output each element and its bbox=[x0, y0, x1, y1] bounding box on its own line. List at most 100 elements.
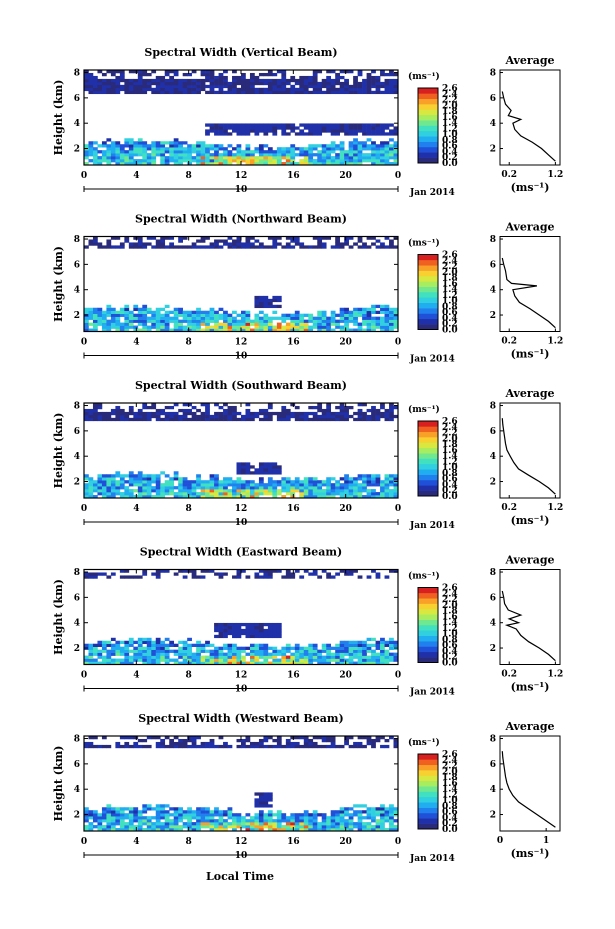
heatmap-cell bbox=[146, 307, 152, 312]
heatmap-cell bbox=[267, 813, 273, 817]
heatmap-cell bbox=[155, 816, 161, 820]
heatmap-cell bbox=[312, 132, 318, 136]
colorbar-unit-label: (ms⁻¹) bbox=[408, 571, 440, 582]
heatmap-cell bbox=[362, 307, 367, 312]
heatmap-cell bbox=[330, 310, 336, 314]
heatmap-cell bbox=[326, 159, 332, 163]
heatmap-cell bbox=[164, 483, 170, 487]
heatmap-cell bbox=[339, 70, 345, 74]
heatmap-cell bbox=[294, 646, 300, 650]
heatmap-cell bbox=[326, 822, 332, 826]
heatmap-cell bbox=[321, 828, 327, 832]
heatmap-cell bbox=[276, 468, 282, 472]
colorbar-segment bbox=[418, 479, 438, 486]
heatmap-cell bbox=[312, 162, 318, 166]
heatmap-cell bbox=[133, 744, 139, 749]
heatmap-cell bbox=[223, 310, 228, 314]
heatmap-cell bbox=[137, 408, 143, 413]
heatmap-cell bbox=[200, 144, 206, 148]
heatmap-cell bbox=[366, 144, 372, 148]
heatmap-cell bbox=[101, 819, 107, 823]
heatmap-cell bbox=[366, 129, 372, 133]
heatmap-cell bbox=[249, 236, 255, 240]
heatmap-cell bbox=[308, 328, 314, 332]
heatmap-cell bbox=[258, 310, 264, 314]
heatmap-cell bbox=[205, 643, 210, 647]
heatmap-cell bbox=[393, 87, 399, 92]
colorbar-tick-label: 2.0 bbox=[442, 601, 458, 611]
heatmap-cell bbox=[205, 405, 210, 410]
heatmap-cell bbox=[241, 622, 246, 627]
heatmap-cell bbox=[191, 572, 197, 576]
heatmap-cell bbox=[128, 245, 134, 249]
heatmap-cell bbox=[205, 741, 210, 746]
heatmap-cell bbox=[303, 480, 309, 484]
heatmap-cell bbox=[160, 144, 166, 148]
heatmap-cell bbox=[164, 474, 170, 478]
heatmap-cell bbox=[200, 480, 206, 484]
heatmap-cell bbox=[241, 569, 246, 573]
heatmap-cell bbox=[88, 480, 94, 484]
colorbar-tick-label: 0.8 bbox=[442, 136, 458, 146]
heatmap-cell bbox=[187, 319, 192, 323]
heatmap-cell bbox=[353, 640, 358, 645]
heatmap-cell bbox=[375, 825, 381, 829]
heatmap-cell bbox=[223, 643, 228, 647]
heatmap-cell bbox=[330, 316, 336, 320]
heatmap-cell bbox=[267, 414, 273, 419]
heatmap-cell bbox=[330, 411, 336, 416]
heatmap-cell bbox=[182, 738, 188, 743]
heatmap-cell bbox=[245, 414, 251, 419]
heatmap-cell bbox=[106, 810, 112, 814]
heatmap-cell bbox=[353, 813, 358, 817]
heatmap-cell bbox=[200, 819, 206, 823]
heatmap-cell bbox=[276, 471, 282, 475]
heatmap-cell bbox=[160, 159, 166, 163]
heatmap-cell bbox=[173, 245, 179, 249]
heatmap-cell bbox=[308, 316, 314, 320]
heatmap-cell bbox=[236, 156, 242, 160]
heatmap-cell bbox=[146, 156, 152, 160]
heatmap-cell bbox=[380, 126, 385, 130]
heatmap-cell bbox=[137, 414, 143, 419]
heatmap-cell bbox=[281, 156, 287, 160]
heatmap-cell bbox=[205, 72, 210, 77]
heatmap-cell bbox=[182, 492, 188, 496]
heatmap-cell bbox=[254, 622, 260, 627]
heatmap-cell bbox=[223, 634, 228, 639]
heatmap-cell bbox=[200, 825, 206, 829]
heatmap-cell bbox=[384, 304, 390, 309]
heatmap-cell bbox=[299, 480, 305, 484]
heatmap-cell bbox=[290, 658, 296, 662]
heatmap-cell bbox=[110, 147, 116, 151]
heatmap-cell bbox=[88, 239, 94, 243]
heatmap-cell bbox=[303, 156, 309, 160]
heatmap-cell bbox=[290, 75, 296, 80]
heatmap-cell bbox=[155, 477, 161, 481]
heatmap-cell bbox=[101, 495, 107, 499]
heatmap-cell bbox=[389, 414, 394, 419]
heatmap-cell bbox=[393, 807, 399, 811]
heatmap-cell bbox=[146, 658, 152, 662]
heatmap-cell bbox=[263, 328, 269, 332]
heatmap-cell bbox=[155, 575, 161, 579]
heatmap-cell bbox=[209, 159, 215, 163]
heatmap-cell bbox=[308, 81, 314, 86]
heatmap-cell bbox=[187, 403, 192, 407]
heatmap-cell bbox=[375, 239, 381, 243]
heatmap-cell bbox=[182, 84, 188, 89]
heatmap-cell bbox=[236, 649, 242, 653]
heatmap-cell bbox=[254, 132, 260, 136]
heatmap-cell bbox=[146, 643, 152, 647]
heatmap-cell bbox=[371, 242, 376, 246]
heatmap-cell bbox=[119, 313, 125, 317]
heatmap-cell bbox=[294, 825, 300, 829]
heatmap-cell bbox=[267, 572, 273, 576]
heatmap-cell bbox=[187, 153, 192, 157]
heatmap-cell bbox=[178, 414, 183, 419]
average-y-tick-label: 8 bbox=[490, 235, 496, 245]
heatmap-cell bbox=[348, 744, 354, 749]
heatmap-cell bbox=[178, 153, 183, 157]
heatmap-cell bbox=[366, 643, 372, 647]
heatmap-cell bbox=[106, 411, 112, 416]
